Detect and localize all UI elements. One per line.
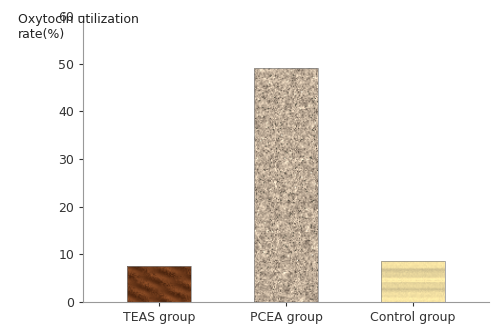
Bar bbox=[381, 261, 444, 302]
Bar bbox=[128, 266, 191, 302]
Bar bbox=[254, 68, 318, 302]
Text: Oxytocin utilization
rate(%): Oxytocin utilization rate(%) bbox=[18, 13, 139, 41]
